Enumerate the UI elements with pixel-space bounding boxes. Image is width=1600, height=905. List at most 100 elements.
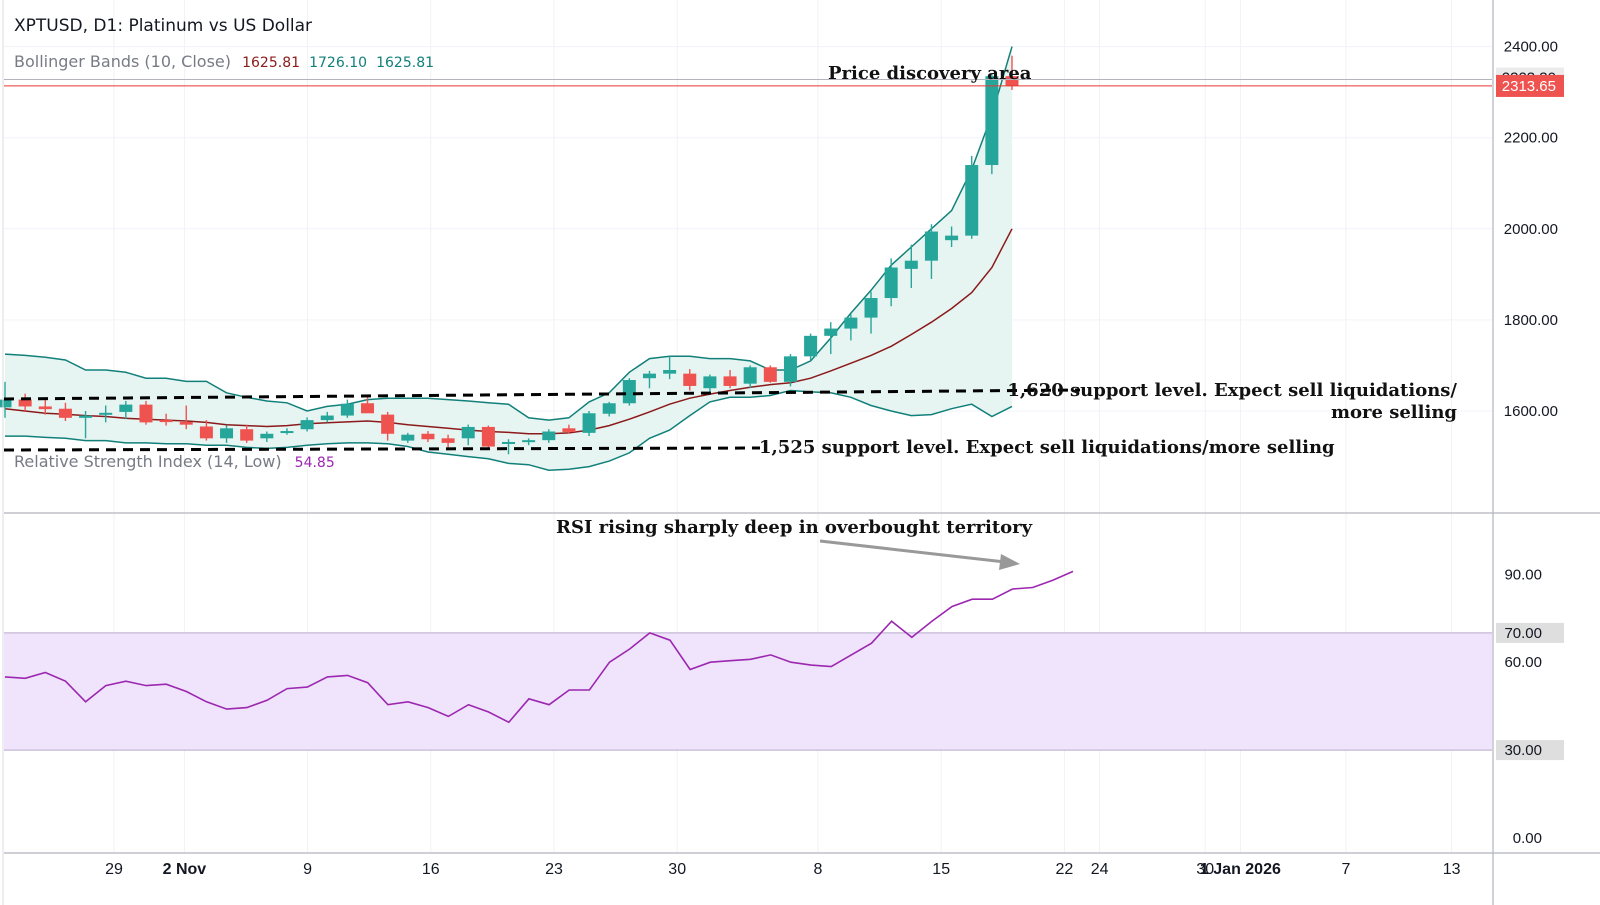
rsi-tick-label: 30.00 — [1504, 742, 1542, 759]
rsi-annotation: RSI rising sharply deep in overbought te… — [556, 517, 1033, 538]
bollinger-lower-line — [5, 389, 1013, 471]
candle-body — [663, 370, 677, 374]
rsi-arrow-head — [999, 554, 1020, 570]
candle-body — [642, 373, 656, 379]
candle — [159, 413, 173, 426]
candle — [562, 424, 576, 434]
candle-body — [179, 421, 193, 425]
candle-body — [904, 260, 918, 269]
candle-body — [38, 406, 52, 410]
candle-body — [401, 434, 415, 441]
price-tick-labels: 1600.00 1800.00 2000.00 2200.00 2400.00 — [1504, 39, 1558, 420]
time-tick-label: 2 Nov — [163, 861, 207, 878]
candle-body — [139, 404, 153, 423]
time-tick-label: 1 Jan 2026 — [1200, 861, 1281, 878]
candle-body — [79, 415, 93, 418]
rsi-tick-label: 0.00 — [1513, 830, 1542, 847]
candle — [985, 73, 999, 175]
time-tick-label: 24 — [1091, 861, 1109, 878]
candle — [703, 374, 717, 393]
time-tick-label: 15 — [932, 861, 950, 878]
candle-body — [220, 428, 234, 439]
candle — [723, 370, 737, 389]
candle — [320, 411, 334, 423]
candle-body — [783, 356, 797, 382]
candle-body — [804, 335, 818, 357]
candle — [743, 365, 757, 389]
candle — [199, 420, 213, 441]
candle — [904, 244, 918, 289]
price-tick-label: 1800.00 — [1504, 312, 1558, 329]
price-tick-label: 2400.00 — [1504, 39, 1558, 56]
rsi-pane: 0.00 30.00 60.00 70.00 90.00 — [4, 539, 1564, 847]
candle — [179, 405, 193, 430]
bollinger-lower-value: 1625.81 — [376, 55, 435, 71]
rsi-arrow-shaft — [819, 539, 1006, 564]
candle — [804, 333, 818, 360]
candle — [783, 354, 797, 387]
candle — [642, 370, 656, 389]
candle — [441, 434, 455, 448]
rsi-band-tag — [1496, 740, 1564, 761]
candle — [461, 424, 475, 446]
candle-body — [884, 267, 898, 299]
bollinger-upper-line — [4, 46, 1013, 421]
candle — [119, 400, 133, 420]
candle — [844, 314, 858, 341]
price-discovery-annotation: Price discovery area — [828, 63, 1032, 84]
price-tick-label: 2000.00 — [1504, 221, 1558, 238]
candle — [824, 322, 838, 355]
bollinger-band-fill — [5, 46, 1012, 471]
support-1525-annotation: 1,525 support level. Expect sell liquida… — [759, 437, 1335, 458]
bollinger-label: Bollinger Bands (10, Close) — [14, 52, 232, 71]
candle — [139, 400, 153, 425]
time-tick-label: 16 — [422, 861, 440, 878]
candle-body — [99, 412, 113, 415]
rsi-tick-label: 60.00 — [1504, 654, 1542, 671]
candle — [763, 365, 777, 383]
candle — [582, 411, 596, 437]
candle — [542, 429, 556, 443]
candle-body — [441, 438, 455, 443]
time-tick-label: 13 — [1443, 861, 1461, 878]
support-1620-annotation-line2: more selling — [1330, 402, 1457, 423]
time-tick-label: 9 — [303, 861, 312, 878]
candle — [240, 424, 254, 443]
candle — [401, 432, 415, 443]
rsi-band-tag — [1496, 622, 1564, 643]
candle — [361, 396, 375, 414]
rsi-band-zone — [4, 632, 1492, 751]
candle-body — [743, 367, 757, 384]
candle — [280, 428, 294, 435]
rsi-label: Relative Strength Index (14, Low) — [14, 452, 282, 471]
candle — [884, 258, 898, 307]
candle — [965, 155, 979, 239]
candle-body — [723, 376, 737, 386]
rsi-legend: Relative Strength Index (14, Low) 54.85 — [14, 452, 335, 471]
candle — [1005, 55, 1019, 90]
candle-body — [582, 413, 596, 433]
candle-body — [703, 376, 717, 389]
candle — [683, 369, 697, 391]
rsi-tick-label: 90.00 — [1504, 566, 1542, 583]
candle-body — [361, 403, 375, 414]
price-tick-label: 1600.00 — [1504, 403, 1558, 420]
time-axis-labels: 29 2 Nov 9 16 23 30 8 15 22 24 301 Jan 2026 7 13 — [105, 861, 1460, 878]
candle — [924, 224, 938, 279]
time-tick-label: 22 — [1056, 861, 1074, 878]
candle-body — [421, 433, 435, 440]
candle-body — [965, 165, 979, 236]
candle-body — [340, 403, 354, 416]
candle-body — [985, 76, 999, 166]
candle — [481, 425, 495, 448]
candle — [602, 401, 616, 417]
time-tick-label: 30 — [1196, 861, 1214, 878]
rsi-line — [4, 570, 1074, 724]
candle — [79, 411, 93, 439]
candle-body — [864, 298, 878, 318]
candle-body — [945, 235, 959, 241]
candle-body — [763, 367, 777, 382]
